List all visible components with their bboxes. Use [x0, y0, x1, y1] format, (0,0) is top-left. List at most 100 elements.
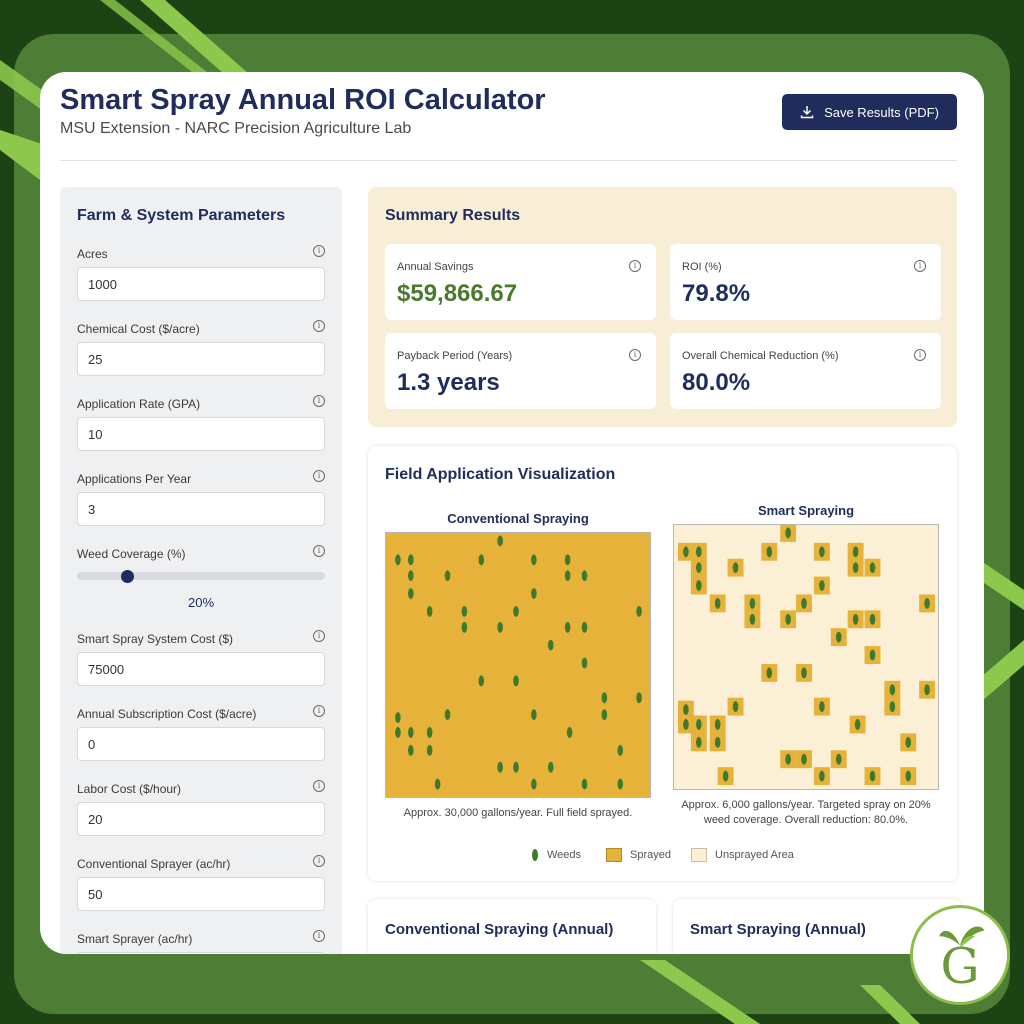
weed-mark: [395, 727, 401, 738]
info-icon[interactable]: i: [313, 930, 325, 942]
chemical-reduction-card: Overall Chemical Reduction (%) i 80.0%: [670, 333, 941, 409]
sprayed-swatch: [606, 848, 622, 862]
weed-mark: [636, 605, 642, 617]
weed-mark: [749, 613, 756, 625]
weed-mark: [408, 744, 414, 756]
weed-mark: [869, 613, 876, 625]
smart-caption-line2: weed coverage. Overall reduction: 80.0%.: [703, 814, 909, 826]
info-icon[interactable]: i: [914, 260, 926, 272]
visualization-title: Field Application Visualization: [385, 466, 616, 483]
info-icon[interactable]: i: [313, 320, 325, 332]
info-icon[interactable]: i: [313, 780, 325, 792]
weed-mark: [444, 709, 451, 721]
weed-mark: [766, 667, 773, 679]
annual-savings-card: Annual Savings i $59,866.67: [385, 244, 656, 320]
weed-mark: [513, 675, 519, 687]
summary-label: ROI (%): [682, 261, 722, 273]
weed-mark: [531, 588, 537, 599]
legend-unsprayed: Unsprayed Area: [691, 848, 794, 862]
field-label: Conventional Sprayer (ac/hr): [77, 857, 231, 871]
system-cost-input[interactable]: [77, 652, 325, 686]
weed-mark: [819, 701, 825, 713]
weed-mark: [924, 684, 930, 696]
roi-card: ROI (%) i 79.8%: [670, 244, 941, 320]
weed-mark: [531, 554, 537, 566]
weed-mark: [581, 621, 588, 633]
field-label: Chemical Cost ($/acre): [77, 322, 200, 336]
save-results-button[interactable]: Save Results (PDF): [782, 94, 957, 130]
chemical-cost-input[interactable]: [77, 342, 325, 376]
weed-mark: [395, 712, 401, 724]
summary-label: Payback Period (Years): [397, 350, 513, 362]
summary-title: Summary Results: [385, 207, 521, 224]
info-icon[interactable]: i: [313, 545, 325, 557]
weed-mark: [835, 631, 842, 643]
labor-cost-input[interactable]: [77, 802, 325, 836]
payback-card: Payback Period (Years) i 1.3 years: [385, 333, 656, 409]
weed-mark: [547, 639, 554, 651]
info-icon[interactable]: i: [629, 349, 641, 361]
roi-value: 79.8%: [682, 280, 751, 307]
weed-mark: [601, 709, 608, 721]
weed-mark: [801, 753, 807, 765]
weed-mark: [564, 570, 571, 582]
field-label: Applications Per Year: [77, 472, 192, 486]
acres-input[interactable]: [77, 267, 325, 301]
info-icon[interactable]: i: [313, 470, 325, 482]
parameters-title: Farm & System Parameters: [77, 207, 286, 224]
weed-mark: [444, 570, 451, 582]
smart-sprayer-input[interactable]: [77, 952, 325, 954]
svg-text:G: G: [940, 938, 979, 995]
field-label: Acres: [77, 247, 108, 261]
info-icon[interactable]: i: [914, 349, 926, 361]
weed-mark: [819, 580, 825, 591]
conventional-sprayer-input[interactable]: [77, 877, 325, 911]
page-title: Smart Spray Annual ROI Calculator: [60, 84, 546, 116]
weed-mark: [478, 675, 485, 687]
application-rate-input[interactable]: [77, 417, 325, 451]
info-icon[interactable]: i: [313, 705, 325, 717]
smart-annual-title: Smart Spraying (Annual): [690, 921, 866, 938]
field-label: Application Rate (GPA): [77, 397, 201, 411]
subscription-cost-input[interactable]: [77, 727, 325, 761]
page-subtitle: MSU Extension - NARC Precision Agricultu…: [60, 120, 412, 137]
info-icon[interactable]: i: [629, 260, 641, 272]
weed-mark: [785, 613, 791, 625]
weed-coverage-slider[interactable]: [77, 572, 325, 580]
info-icon[interactable]: i: [313, 630, 325, 642]
info-icon[interactable]: i: [313, 245, 325, 257]
field-label: Labor Cost ($/hour): [77, 782, 182, 796]
conventional-field: [385, 532, 651, 798]
weed-mark: [924, 597, 930, 609]
weed-mark: [852, 562, 859, 574]
smart-caption-line1: Approx. 6,000 gallons/year. Targeted spr…: [681, 799, 931, 811]
field-label: Smart Spray System Cost ($): [77, 632, 234, 646]
header-divider: [60, 160, 957, 161]
slider-handle[interactable]: [120, 570, 134, 583]
weed-mark: [854, 719, 861, 730]
weed-mark: [426, 727, 433, 738]
weed-mark: [852, 613, 859, 625]
smart-field: [673, 524, 939, 790]
weed-mark: [581, 570, 588, 582]
weed-mark: [869, 649, 876, 661]
applications-per-year-input[interactable]: [77, 492, 325, 526]
info-icon[interactable]: i: [313, 855, 325, 867]
weed-mark: [564, 554, 571, 566]
weed-mark: [531, 709, 537, 721]
weed-mark: [819, 546, 825, 558]
weed-mark: [696, 719, 702, 730]
legend-unsprayed-label: Unsprayed Area: [715, 849, 794, 861]
download-icon: [800, 106, 814, 119]
weed-mark: [869, 562, 876, 574]
weed-mark: [801, 667, 807, 679]
smart-field-title: Smart Spraying: [757, 503, 855, 518]
info-icon[interactable]: i: [313, 395, 325, 407]
weed-mark: [395, 554, 401, 566]
smart-caption: Approx. 6,000 gallons/year. Targeted spr…: [658, 798, 954, 828]
weed-mark: [547, 761, 554, 773]
field-label: Weed Coverage (%): [77, 547, 186, 561]
weed-icon: [532, 849, 538, 861]
weed-mark: [461, 621, 468, 633]
weed-mark: [564, 621, 571, 633]
